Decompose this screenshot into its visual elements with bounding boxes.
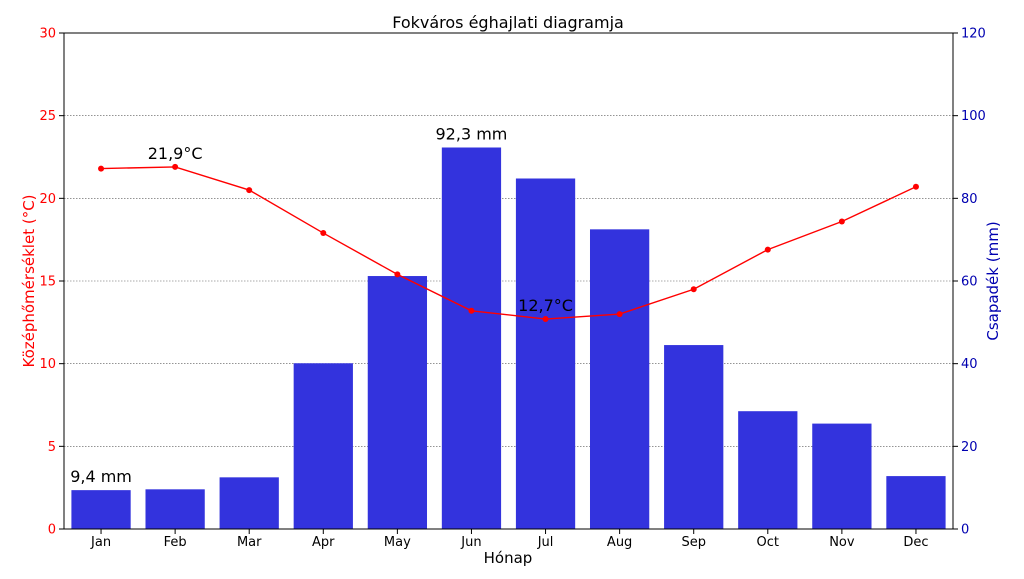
- right-tick-label: 120: [961, 27, 986, 42]
- precipitation-bar: [664, 345, 724, 529]
- temperature-point: [394, 271, 401, 278]
- right-axis-title: Csapadék (mm): [984, 221, 1002, 340]
- x-tick-label: Oct: [757, 535, 779, 550]
- temperature-point: [542, 316, 549, 323]
- right-tick-label: 100: [961, 109, 986, 124]
- data-annotation: 21,9°C: [148, 144, 203, 163]
- right-tick-label: 60: [961, 275, 978, 290]
- left-tick-label: 10: [39, 357, 56, 372]
- temperature-point: [468, 307, 475, 314]
- temperature-point: [172, 163, 179, 170]
- left-tick-label: 30: [39, 27, 56, 42]
- axes: 0 5 10 15 20 25 30 0 20 40 60 80 100 120 Jan Feb Mar Apr M…: [39, 27, 985, 551]
- left-tick-label: 15: [39, 275, 56, 290]
- data-annotation: 12,7°C: [518, 296, 573, 315]
- x-axis-title: Hónap: [484, 549, 533, 567]
- left-tick-label: 0: [48, 523, 56, 538]
- x-tick-label: Jun: [460, 535, 481, 550]
- x-tick-label: Nov: [829, 535, 855, 550]
- x-tick-label: Jan: [90, 535, 111, 550]
- right-tick-label: 0: [961, 523, 969, 538]
- x-tick-label: Aug: [607, 535, 632, 550]
- temperature-line: [98, 163, 919, 323]
- precipitation-bar: [293, 363, 353, 529]
- precipitation-bar: [441, 147, 502, 529]
- precipitation-bar: [71, 490, 131, 529]
- left-tick-label: 5: [48, 440, 56, 455]
- temperature-point: [838, 218, 845, 225]
- precipitation-bar: [367, 276, 428, 529]
- precipitation-bar: [219, 477, 279, 529]
- right-tick-label: 20: [961, 440, 978, 455]
- temperature-series-line: [101, 166, 917, 320]
- precipitation-bar: [515, 178, 576, 529]
- x-tick-label: Mar: [237, 535, 262, 550]
- temperature-point: [690, 286, 697, 293]
- temperature-point: [764, 246, 771, 253]
- data-annotation: 92,3 mm: [436, 124, 508, 143]
- left-tick-label: 20: [39, 192, 56, 207]
- x-tick-label: Dec: [903, 535, 928, 550]
- chart-title: Fokváros éghajlati diagramja: [392, 13, 624, 32]
- data-annotation: 9,4 mm: [70, 467, 132, 486]
- right-tick-label: 40: [961, 357, 978, 372]
- x-tick-label: Apr: [312, 535, 335, 550]
- x-tick-label: Sep: [681, 535, 706, 550]
- right-tick-label: 80: [961, 192, 978, 207]
- precipitation-bar: [738, 411, 798, 529]
- temperature-point: [320, 230, 327, 237]
- temperature-point: [98, 165, 105, 172]
- precipitation-bars: [71, 147, 946, 530]
- x-tick-label: Feb: [164, 535, 187, 550]
- left-axis-title: Középhőmérséklet (°C): [20, 194, 38, 367]
- precipitation-bar: [812, 423, 872, 529]
- temperature-point: [616, 311, 623, 318]
- x-tick-label: May: [384, 535, 411, 550]
- precipitation-bar: [886, 476, 946, 529]
- temperature-point: [912, 183, 919, 190]
- annotations: 9,4 mm 92,3 mm 21,9°C 12,7°C: [70, 124, 573, 486]
- precipitation-bar: [145, 489, 205, 529]
- x-tick-label: Jul: [537, 535, 554, 550]
- left-tick-label: 25: [39, 109, 56, 124]
- temperature-point: [246, 187, 253, 194]
- precipitation-bar: [589, 229, 650, 530]
